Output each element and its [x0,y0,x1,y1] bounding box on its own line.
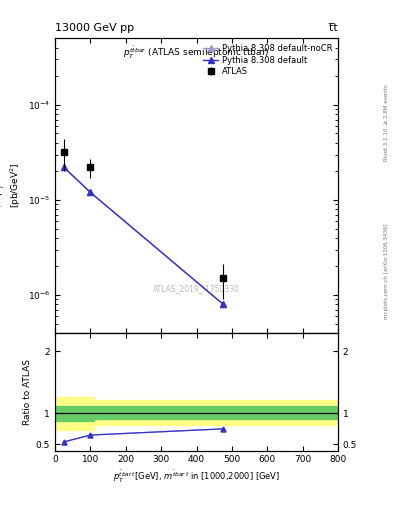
Legend: Pythia 8.308 default-noCR, Pythia 8.308 default, ATLAS: Pythia 8.308 default-noCR, Pythia 8.308 … [202,42,334,78]
Text: $p_T^{t\bar{t}bar}$ (ATLAS semileptonic ttbar): $p_T^{t\bar{t}bar}$ (ATLAS semileptonic … [123,45,270,60]
Pythia 8.308 default-noCR [62,164,66,170]
Y-axis label: Ratio to ATLAS: Ratio to ATLAS [23,359,31,424]
Pythia 8.308 default [221,301,226,307]
Line: Pythia 8.308 default-noCR: Pythia 8.308 default-noCR [61,164,226,307]
Text: Rivet 3.1.10, ≥ 2.8M events: Rivet 3.1.10, ≥ 2.8M events [384,84,389,161]
Line: Pythia 8.308 default: Pythia 8.308 default [61,164,226,307]
Text: mcplots.cern.ch [arXiv:1306.3436]: mcplots.cern.ch [arXiv:1306.3436] [384,224,389,319]
Text: 13000 GeV pp: 13000 GeV pp [55,23,134,33]
Pythia 8.308 default [88,189,93,196]
Pythia 8.308 default-noCR [88,189,93,196]
Pythia 8.308 default [62,164,66,170]
X-axis label: $p_T^{\bar{t}bar\,t}$[GeV], $m^{\bar{t}bar\,t}$ in [1000,2000] [GeV]: $p_T^{\bar{t}bar\,t}$[GeV], $m^{\bar{t}b… [113,468,280,485]
Text: ATLAS_2019_I1750330: ATLAS_2019_I1750330 [153,284,240,293]
Y-axis label: $d^2\sigma\,/\,d\,p_T^{t,had}\,d\,m^{\bar{t}}$
[pb/GeV$^2$]: $d^2\sigma\,/\,d\,p_T^{t,had}\,d\,m^{\ba… [0,147,24,224]
Text: t̅t: t̅t [329,23,338,33]
Pythia 8.308 default-noCR [221,301,226,307]
